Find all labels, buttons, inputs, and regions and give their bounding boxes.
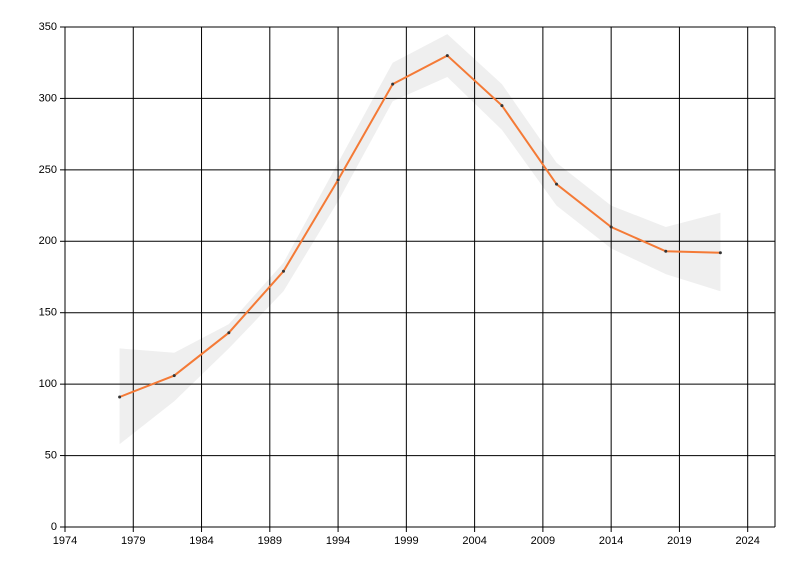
x-tick-label: 2004 xyxy=(462,535,486,547)
point xyxy=(609,225,613,229)
point xyxy=(555,182,559,186)
y-tick-label: 250 xyxy=(39,164,57,176)
point xyxy=(172,374,176,378)
point xyxy=(718,251,722,255)
point xyxy=(336,178,340,182)
point xyxy=(445,54,449,58)
point xyxy=(391,82,395,86)
x-tick-label: 2024 xyxy=(735,535,759,547)
y-tick-label: 300 xyxy=(39,92,57,104)
x-tick-label: 1979 xyxy=(121,535,145,547)
y-tick-label: 150 xyxy=(39,307,57,319)
point xyxy=(227,331,231,335)
point xyxy=(500,104,504,108)
x-tick-label: 2009 xyxy=(531,535,555,547)
x-tick-label: 1999 xyxy=(394,535,418,547)
x-tick-label: 1989 xyxy=(258,535,282,547)
y-tick-label: 0 xyxy=(51,521,57,533)
point xyxy=(281,269,285,273)
point xyxy=(664,249,668,253)
x-tick-label: 1974 xyxy=(53,535,77,547)
y-tick-label: 50 xyxy=(45,449,57,461)
line xyxy=(119,54,721,398)
y-tick-label: 350 xyxy=(39,21,57,33)
confidence-band xyxy=(119,34,721,445)
x-tick-label: 2019 xyxy=(667,535,691,547)
y-tick-label: 200 xyxy=(39,235,57,247)
point xyxy=(118,395,122,399)
y-tick-label: 100 xyxy=(39,378,57,390)
x-tick-label: 1994 xyxy=(326,535,350,547)
x-tick-label: 2014 xyxy=(599,535,623,547)
x-tick-label: 1984 xyxy=(189,535,213,547)
